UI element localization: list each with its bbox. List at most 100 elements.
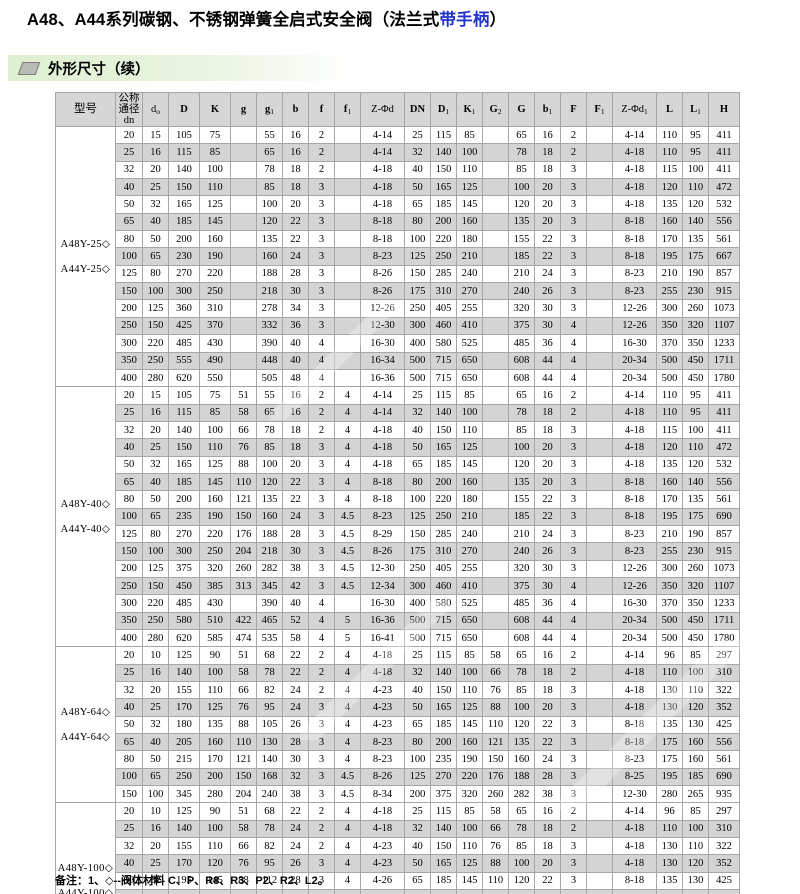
table-cell: 450 <box>168 576 200 596</box>
table-cell: 270 <box>456 542 483 561</box>
table-cell: 140 <box>430 663 457 683</box>
table-cell: 65 <box>142 767 169 787</box>
table-cell: 50 <box>142 750 169 769</box>
table-cell: 400 <box>404 594 431 613</box>
table-cell: 282 <box>508 785 535 804</box>
table-cell: 100 <box>404 490 431 509</box>
table-cell: 150 <box>482 750 509 769</box>
table-cell: 30 <box>534 299 561 318</box>
table-cell: 235 <box>168 507 200 526</box>
table-cell: 8-23 <box>612 282 657 301</box>
table-cell: 20 <box>534 455 561 474</box>
table-cell: 200 <box>168 490 200 509</box>
table-cell <box>482 594 509 613</box>
table-cell: 12-30 <box>360 559 405 578</box>
table-cell: 22 <box>534 230 561 249</box>
table-cell: 105 <box>256 715 283 735</box>
table-cell: 4.5 <box>334 524 361 544</box>
table-cell: 170 <box>168 854 200 873</box>
table-cell: 8-34 <box>360 785 405 804</box>
col-header-G2: G2 <box>482 91 509 128</box>
table-cell: 3 <box>308 178 335 197</box>
table-cell: 4 <box>334 681 361 700</box>
table-cell: 51 <box>230 386 257 405</box>
table-cell: 115 <box>430 646 457 665</box>
table-cell: 200 <box>115 299 143 318</box>
table-cell: 220 <box>142 594 169 613</box>
table-cell: 110 <box>456 420 483 440</box>
table-header-row: 型号 公称 通径 dn do D K g g1 b f f1 Z-Φd DN <box>55 91 740 128</box>
table-cell: 26 <box>282 715 309 735</box>
table-cell: 120 <box>682 698 709 717</box>
table-cell <box>586 750 613 769</box>
table-cell: 50 <box>115 715 143 735</box>
table-cell <box>482 455 509 474</box>
table-cell: 58 <box>230 403 257 422</box>
table-cell: 430 <box>199 594 231 613</box>
table-cell: 4-18 <box>612 854 657 873</box>
table-cell: 130 <box>656 837 683 856</box>
table-cell: 120 <box>508 195 535 214</box>
table-cell: 24 <box>282 247 309 266</box>
table-cell: 300 <box>404 576 431 596</box>
table-cell <box>230 334 257 353</box>
table-cell: 110 <box>230 733 257 752</box>
table-cell: 8-25 <box>612 767 657 787</box>
table-cell: 32 <box>404 143 431 162</box>
table-cell: 3 <box>308 438 335 457</box>
table-cell: 320 <box>682 576 709 596</box>
table-cell: 220 <box>456 767 483 787</box>
table-cell: 500 <box>656 351 683 370</box>
table-cell: 4-18 <box>360 160 405 180</box>
table-cell: 280 <box>199 785 231 804</box>
table-cell: 24 <box>534 750 561 769</box>
table-row: 80 50 200 160 135 22 3 8-18 100 220 180 155 22 3 8-18 1… <box>56 230 740 249</box>
table-cell: 195 <box>656 767 683 787</box>
table-cell: 3 <box>308 490 335 509</box>
table-cell: 80 <box>115 230 143 249</box>
table-cell: 185 <box>430 195 457 214</box>
table-cell: 352 <box>708 854 740 873</box>
table-cell: 125 <box>168 802 200 821</box>
table-cell: 150 <box>168 178 200 197</box>
col-header-K1: K1 <box>456 91 483 128</box>
table-cell: 2 <box>560 126 587 145</box>
table-cell: 500 <box>656 629 683 648</box>
table-cell: 250 <box>199 282 231 301</box>
table-cell: 25 <box>115 663 143 683</box>
table-cell: 88 <box>482 698 509 717</box>
table-cell: 18 <box>534 819 561 839</box>
table-cell: 135 <box>656 871 683 891</box>
table-cell: 188 <box>256 264 283 284</box>
table-cell: 300 <box>168 542 200 561</box>
table-cell: 3 <box>560 282 587 301</box>
model-label-secondary: A44Y-25◇ <box>60 263 111 275</box>
table-cell: 1711 <box>708 611 740 631</box>
table-cell: 125 <box>142 299 169 318</box>
table-cell <box>586 507 613 526</box>
table-cell: 2 <box>560 386 587 405</box>
table-cell: 90 <box>199 646 231 665</box>
table-cell: 250 <box>142 611 169 631</box>
table-cell: 120 <box>656 178 683 197</box>
table-cell: 188 <box>256 524 283 544</box>
table-cell: 3 <box>308 559 335 578</box>
table-cell: 425 <box>708 715 740 735</box>
table-cell <box>334 143 361 162</box>
col-header-f: f <box>308 91 335 128</box>
table-cell: 4-18 <box>612 403 657 422</box>
table-cell <box>586 299 613 318</box>
table-cell: 322 <box>708 681 740 700</box>
table-cell: 34 <box>282 299 309 318</box>
table-cell: 96 <box>656 646 683 665</box>
table-cell: 4 <box>334 490 361 509</box>
table-cell: 140 <box>430 403 457 422</box>
table-cell: 580 <box>168 611 200 631</box>
table-cell: 4 <box>334 438 361 457</box>
table-cell: 2 <box>308 403 335 422</box>
table-cell: 190 <box>682 524 709 544</box>
model-label-primary: A48Y-64◇ <box>60 706 111 718</box>
table-cell: 4-18 <box>360 455 405 474</box>
table-cell <box>586 230 613 249</box>
table-cell: 561 <box>708 750 740 769</box>
